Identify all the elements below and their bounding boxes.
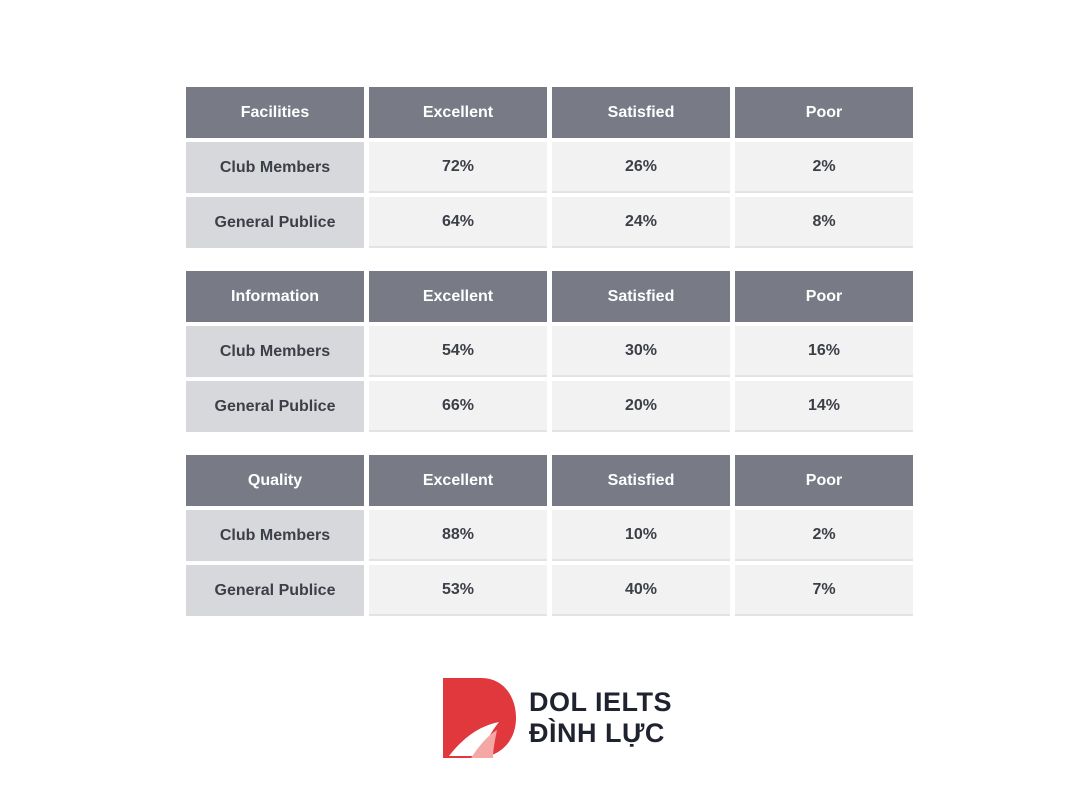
table-cell: 30%	[552, 326, 730, 377]
table-quality: Quality Excellent Satisfied Poor Club Member…	[186, 455, 915, 616]
table-cell: 40%	[552, 565, 730, 616]
table-cell: 72%	[369, 142, 547, 193]
table-cell: 26%	[552, 142, 730, 193]
table-category-header: Quality	[186, 455, 364, 506]
table-cell: 66%	[369, 381, 547, 432]
row-label: General Publice	[186, 381, 364, 432]
row-label: General Publice	[186, 197, 364, 248]
column-header: Excellent	[369, 87, 547, 138]
column-header: Excellent	[369, 455, 547, 506]
table-facilities: Facilities Excellent Satisfied Poor Club Mem…	[186, 87, 915, 248]
column-header: Poor	[735, 455, 913, 506]
logo-text: DOL IELTS ĐÌNH LỰC	[529, 687, 672, 749]
row-label: Club Members	[186, 510, 364, 561]
table-cell: 8%	[735, 197, 913, 248]
table-cell: 20%	[552, 381, 730, 432]
table-cell: 88%	[369, 510, 547, 561]
column-header: Excellent	[369, 271, 547, 322]
column-header: Satisfied	[552, 87, 730, 138]
logo-line-1: DOL IELTS	[529, 687, 673, 717]
table-cell: 2%	[735, 142, 913, 193]
table-cell: 53%	[369, 565, 547, 616]
row-label: General Publice	[186, 565, 364, 616]
dol-ielts-logo: DOL IELTS ĐÌNH LỰC	[441, 676, 672, 760]
table-cell: 54%	[369, 326, 547, 377]
row-label: Club Members	[186, 142, 364, 193]
column-header: Poor	[735, 271, 913, 322]
table-cell: 16%	[735, 326, 913, 377]
table-category-header: Facilities	[186, 87, 364, 138]
column-header: Poor	[735, 87, 913, 138]
table-cell: 14%	[735, 381, 913, 432]
table-cell: 64%	[369, 197, 547, 248]
row-label: Club Members	[186, 326, 364, 377]
column-header: Satisfied	[552, 455, 730, 506]
table-cell: 2%	[735, 510, 913, 561]
table-category-header: Information	[186, 271, 364, 322]
table-cell: 7%	[735, 565, 913, 616]
column-header: Satisfied	[552, 271, 730, 322]
survey-tables: Facilities Excellent Satisfied Poor Club Mem…	[186, 87, 915, 639]
dol-logo-icon	[443, 678, 516, 758]
table-information: Information Excellent Satisfied Poor Club Me…	[186, 271, 915, 432]
table-cell: 10%	[552, 510, 730, 561]
table-cell: 24%	[552, 197, 730, 248]
logo-line-2: ĐÌNH LỰC	[529, 718, 665, 748]
